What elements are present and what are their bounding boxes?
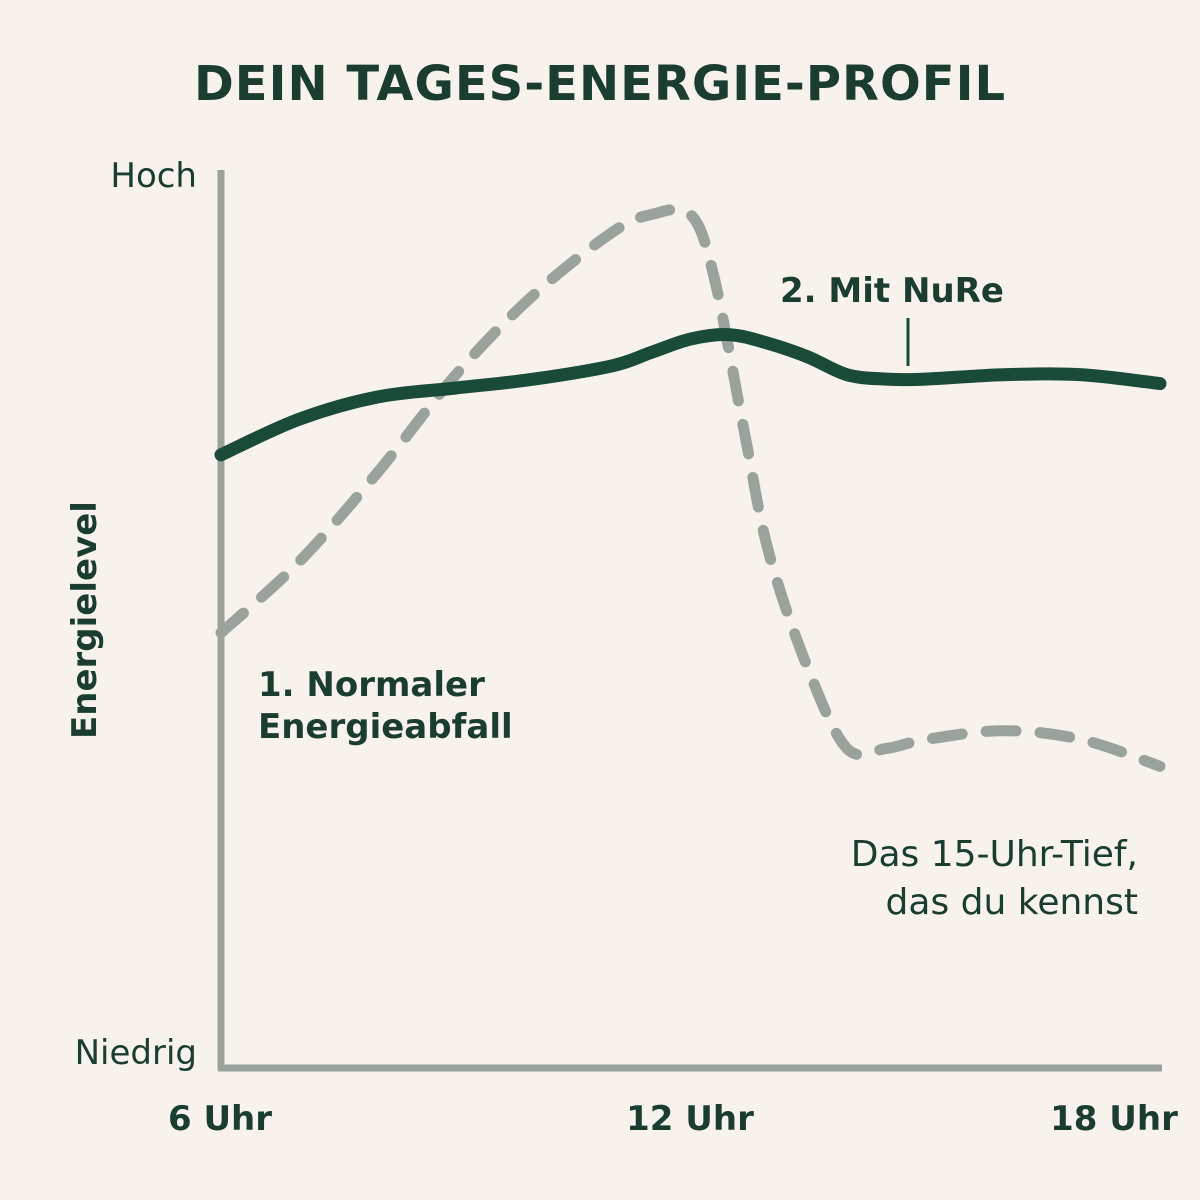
annotation-afternoon-dip: Das 15-Uhr-Tief, das du kennst [851, 834, 1138, 923]
y-axis-label: Energielevel [65, 501, 105, 739]
series-label-normal: 1. Normaler Energieabfall [258, 665, 513, 747]
series-lines [214, 203, 1167, 772]
x-tick-label: 18 Uhr [1050, 1099, 1178, 1139]
x-tick-label: 12 Uhr [626, 1099, 754, 1139]
x-tick-label: 6 Uhr [168, 1099, 272, 1139]
y-level-low-label: Niedrig [75, 1033, 197, 1073]
x-tick-labels: 6 Uhr 12 Uhr 18 Uhr [168, 1099, 1178, 1139]
series-line-normal-energy-drop [215, 203, 1166, 772]
series-line-with-nure [214, 328, 1167, 462]
series-label-nure: 2. Mit NuRe [780, 271, 1004, 311]
chart-title: DEIN TAGES-ENERGIE-PROFIL [194, 56, 1006, 112]
y-level-high-label: Hoch [110, 156, 197, 196]
